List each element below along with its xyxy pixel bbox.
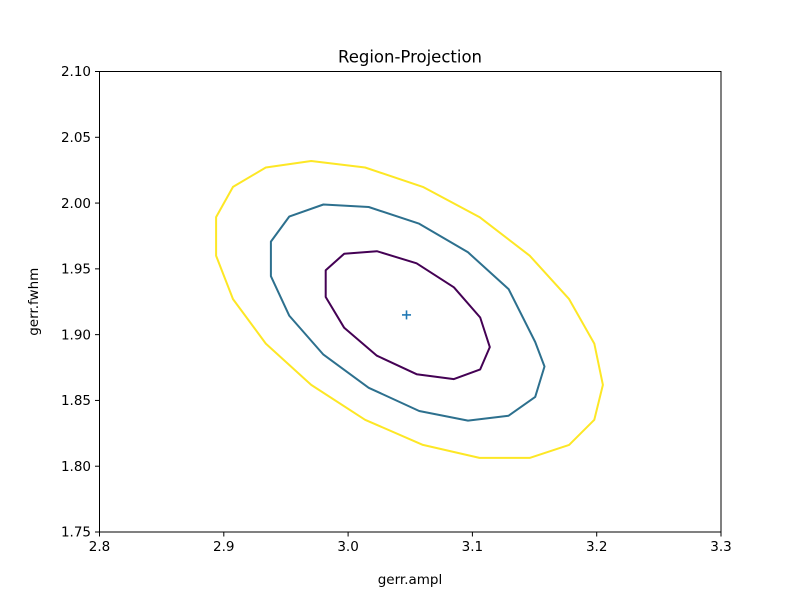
- y-tick-label: 1.75: [61, 525, 91, 541]
- x-axis-label: gerr.ampl: [378, 572, 443, 588]
- y-tick-label: 1.80: [61, 459, 91, 475]
- x-tick-label: 3.2: [586, 539, 607, 555]
- y-tick-label: 1.95: [61, 262, 91, 278]
- y-tick-label: 1.90: [61, 327, 91, 343]
- x-tick-label: 3.1: [462, 539, 483, 555]
- plot-title: Region-Projection: [338, 48, 482, 67]
- contour-sigma-2: [269, 203, 546, 422]
- x-tick-label: 3.0: [337, 539, 358, 555]
- y-tick-label: 2.10: [61, 64, 91, 80]
- y-tick-label: 2.00: [61, 196, 91, 212]
- plot-border: [99, 71, 722, 533]
- best-fit-marker: [402, 310, 412, 320]
- x-tick-label: 2.9: [213, 539, 234, 555]
- contour-sigma-1: [324, 250, 491, 381]
- axes-frame: 2.8 2.9 3.0 3.1 3.2 3.3 1.75 1.80 1.85 1.90 1.95 2.…: [61, 64, 732, 555]
- y-tick-label: 2.05: [61, 130, 91, 146]
- contour-lines: [215, 160, 604, 459]
- y-tick-label: 1.85: [61, 393, 91, 409]
- x-tick-label: 3.3: [710, 539, 731, 555]
- x-tick-label: 2.8: [89, 539, 110, 555]
- contour-sigma-3: [215, 160, 604, 459]
- y-axis-label: gerr.fwhm: [26, 268, 42, 336]
